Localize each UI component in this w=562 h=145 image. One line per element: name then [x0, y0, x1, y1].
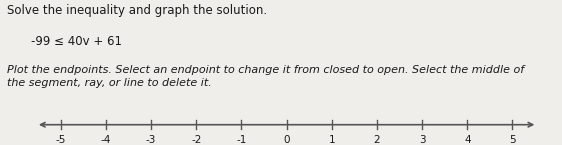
Text: -3: -3	[146, 135, 156, 145]
Text: -5: -5	[56, 135, 66, 145]
Text: Solve the inequality and graph the solution.: Solve the inequality and graph the solut…	[7, 4, 267, 17]
Text: -2: -2	[191, 135, 202, 145]
Text: 4: 4	[464, 135, 470, 145]
Text: Plot the endpoints. Select an endpoint to change it from closed to open. Select : Plot the endpoints. Select an endpoint t…	[7, 65, 524, 88]
Text: -99 ≤ 40v + 61: -99 ≤ 40v + 61	[31, 35, 122, 48]
Text: 2: 2	[374, 135, 380, 145]
Text: 3: 3	[419, 135, 425, 145]
Text: 0: 0	[283, 135, 290, 145]
Text: 1: 1	[328, 135, 335, 145]
Text: -1: -1	[236, 135, 247, 145]
Text: -4: -4	[101, 135, 111, 145]
Text: 5: 5	[509, 135, 516, 145]
